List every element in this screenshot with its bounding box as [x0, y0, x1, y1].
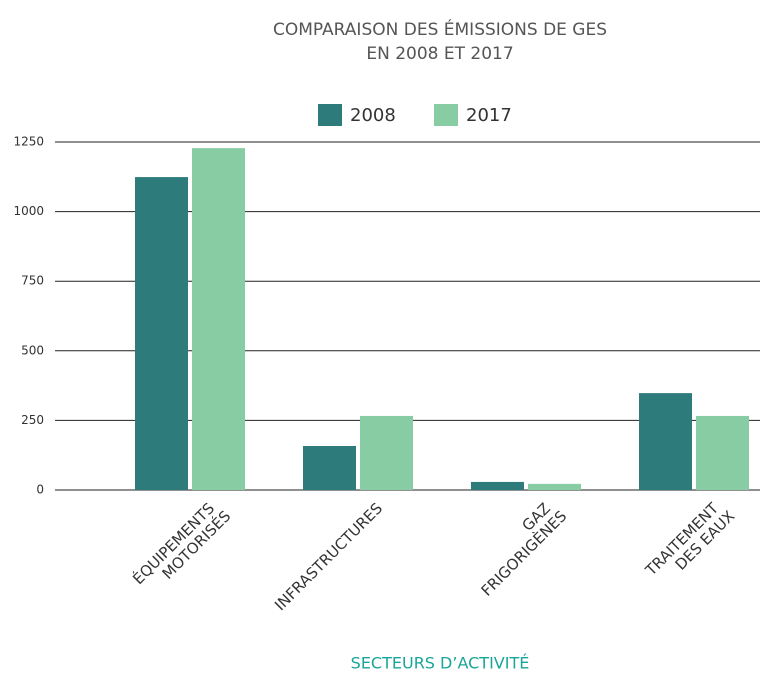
bar [135, 177, 188, 490]
chart-title: COMPARAISON DES ÉMISSIONS DE GES [273, 18, 607, 40]
bar [696, 415, 749, 490]
y-tick-label: 1250 [13, 135, 44, 149]
bar [528, 483, 581, 490]
bar [639, 393, 692, 490]
y-tick-label: 250 [21, 413, 44, 427]
y-tick-label: 750 [21, 274, 44, 288]
bar [471, 481, 524, 490]
x-tick-label: INFRASTRUCTURES [271, 499, 386, 614]
x-axis-label: SECTEURS D’ACTIVITÉ [351, 654, 530, 673]
x-tick-label-group: INFRASTRUCTURES [271, 499, 386, 614]
y-tick-label: 1000 [13, 204, 44, 218]
y-tick-label: 0 [36, 483, 44, 497]
legend-swatch [434, 104, 458, 126]
bar [192, 148, 245, 490]
legend-label: 2008 [350, 105, 396, 126]
chart-title: EN 2008 ET 2017 [366, 44, 513, 64]
y-tick-label: 500 [21, 343, 44, 357]
legend-label: 2017 [466, 105, 512, 126]
bar [360, 415, 413, 490]
legend-swatch [318, 104, 342, 126]
bar [303, 446, 356, 490]
